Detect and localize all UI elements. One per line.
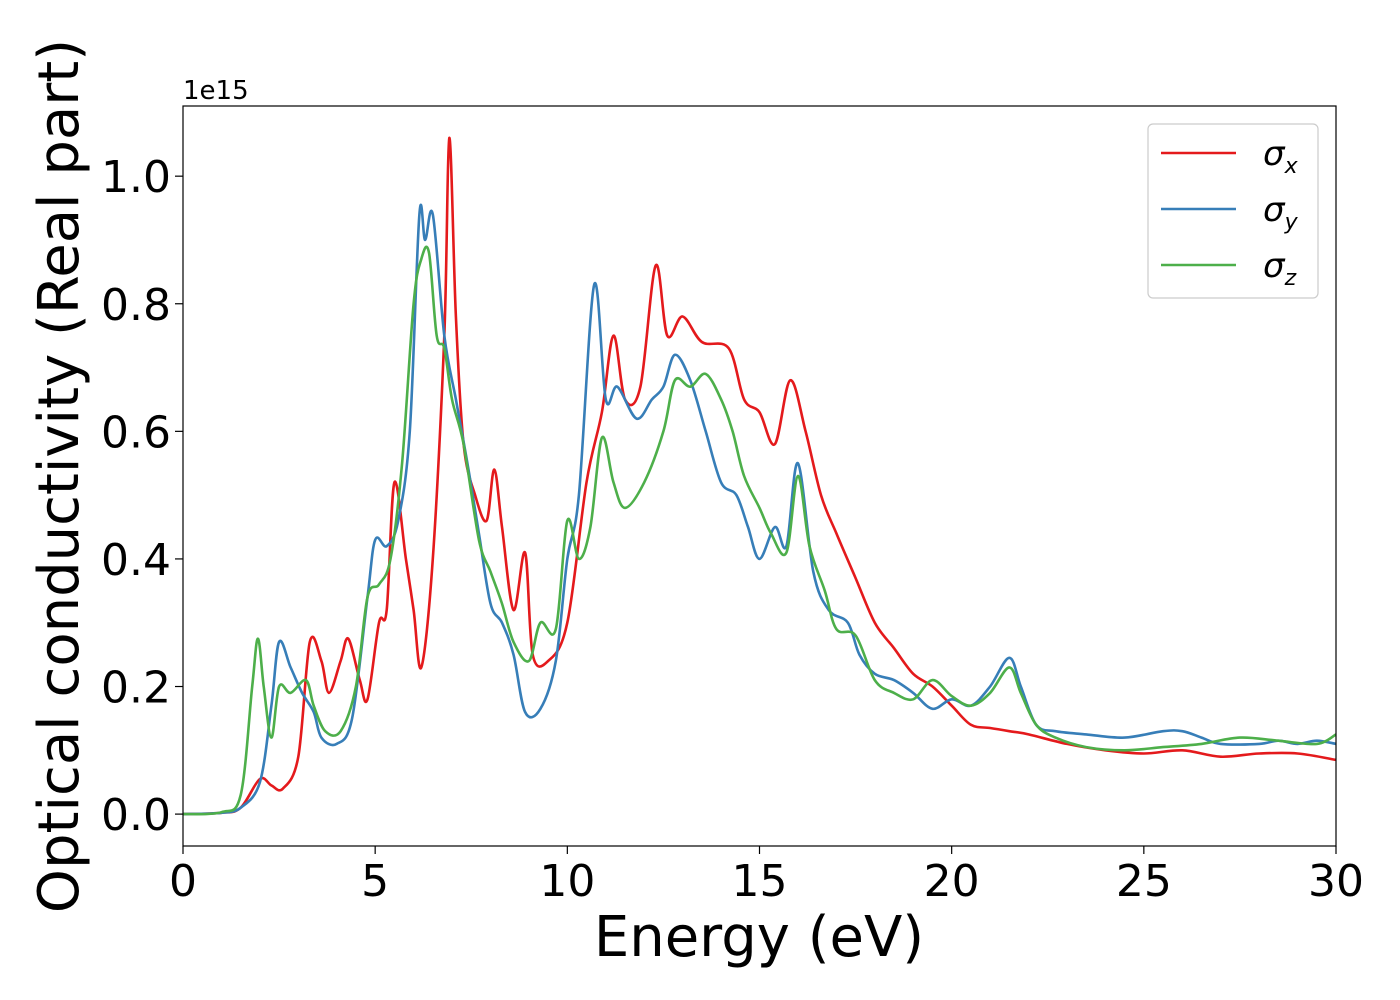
x-tick-label: 10	[539, 856, 595, 907]
plot-lines	[182, 136, 1337, 816]
y-tick-label: 0.0	[101, 790, 171, 841]
x-axis-title: Energy (eV)	[594, 905, 924, 970]
x-tick-label: 0	[169, 856, 197, 907]
series-line-z	[182, 245, 1337, 816]
x-tick-label: 25	[1116, 856, 1172, 907]
y-tick-label: 0.8	[101, 280, 171, 331]
y-tick-label: 0.6	[101, 407, 171, 458]
y-tick-label: 0.2	[101, 663, 171, 714]
x-tick-label: 5	[361, 856, 389, 907]
x-tick-label: 15	[732, 856, 788, 907]
y-offset-label: 1e15	[183, 76, 249, 106]
y-axis: 0.0 0.2 0.4 0.6 0.8 1.0	[101, 152, 183, 841]
x-tick-label: 30	[1308, 856, 1364, 907]
y-tick-label: 0.4	[101, 535, 171, 586]
legend-frame	[1147, 123, 1319, 299]
y-axis-title: Optical conductivity (Real part)	[27, 39, 92, 913]
x-axis: 0 5 10 15 20 25 30	[169, 846, 1364, 907]
x-tick-label: 20	[924, 856, 980, 907]
y-tick-label: 1.0	[101, 152, 171, 203]
series-line-y	[182, 203, 1337, 816]
